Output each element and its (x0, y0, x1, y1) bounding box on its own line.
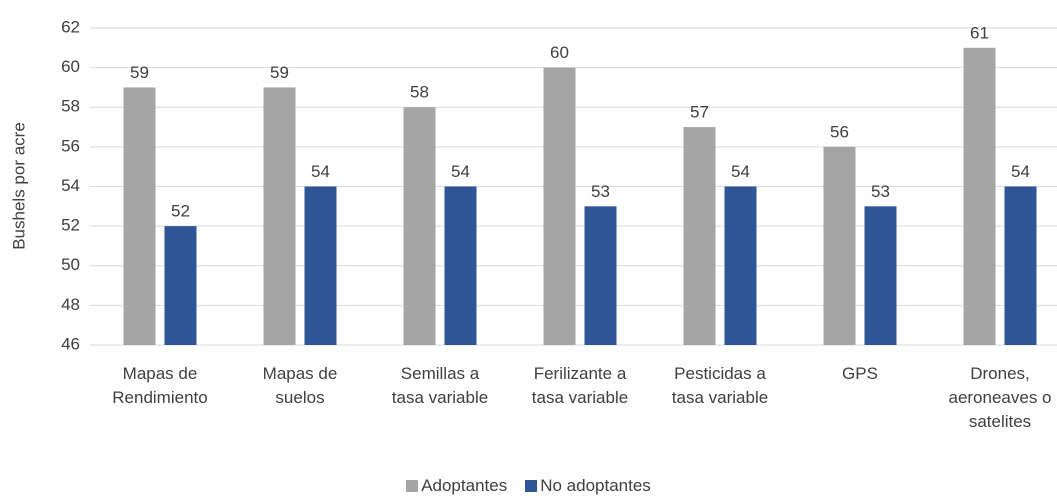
x-tick-label: Semillas a tasa variable (391, 364, 489, 407)
y-tick-label: 58 (61, 97, 80, 116)
value-label: 54 (451, 162, 470, 181)
y-tick-label: 50 (61, 255, 80, 274)
bar (724, 186, 757, 345)
bar (543, 67, 576, 345)
value-label: 52 (171, 202, 190, 221)
bar (123, 87, 156, 345)
value-label: 54 (311, 162, 330, 181)
value-label: 59 (270, 63, 289, 82)
y-tick-label: 56 (61, 136, 80, 155)
value-label: 57 (690, 103, 709, 122)
legend-item: Adoptantes (406, 476, 507, 496)
value-label: 53 (871, 182, 890, 201)
y-tick-label: 62 (61, 17, 80, 36)
value-label: 54 (1011, 162, 1030, 181)
bar (1004, 186, 1037, 345)
bar (263, 87, 296, 345)
bar (823, 146, 856, 345)
bar (164, 226, 197, 345)
bar (304, 186, 337, 345)
x-tick-label: GPS (842, 364, 878, 383)
y-tick-label: 48 (61, 295, 80, 314)
legend-item: No adoptantes (525, 476, 651, 496)
legend-swatch (525, 480, 538, 492)
x-tick-label: Drones, aeroneaves o satelites (948, 364, 1052, 431)
value-label: 58 (410, 83, 429, 102)
x-tick-label: Pesticidas a tasa variable (671, 364, 769, 407)
bar (403, 107, 436, 345)
bar (963, 47, 996, 345)
legend: Adoptantes No adoptantes (0, 476, 1057, 496)
value-label: 53 (591, 182, 610, 201)
x-tick-label: Mapas de suelos (262, 364, 338, 407)
bar (683, 127, 716, 345)
y-axis-label: Bushels por acre (9, 122, 28, 250)
value-label: 61 (970, 23, 989, 42)
legend-swatch (406, 480, 419, 492)
bar (584, 206, 617, 345)
x-tick-label: Ferilizante a tasa variable (531, 364, 629, 407)
bar (444, 186, 477, 345)
y-tick-label: 60 (61, 57, 80, 76)
x-tick-label: Mapas de Rendimiento (112, 364, 208, 407)
value-label: 59 (130, 63, 149, 82)
y-tick-label: 52 (61, 216, 80, 235)
y-tick-label: 54 (61, 176, 80, 195)
bar (864, 206, 897, 345)
y-tick-label: 46 (61, 334, 80, 353)
value-label: 54 (731, 162, 750, 181)
legend-label: Adoptantes (421, 476, 508, 495)
legend-label: No adoptantes (540, 476, 651, 495)
value-label: 60 (550, 43, 569, 62)
value-label: 56 (830, 122, 849, 141)
